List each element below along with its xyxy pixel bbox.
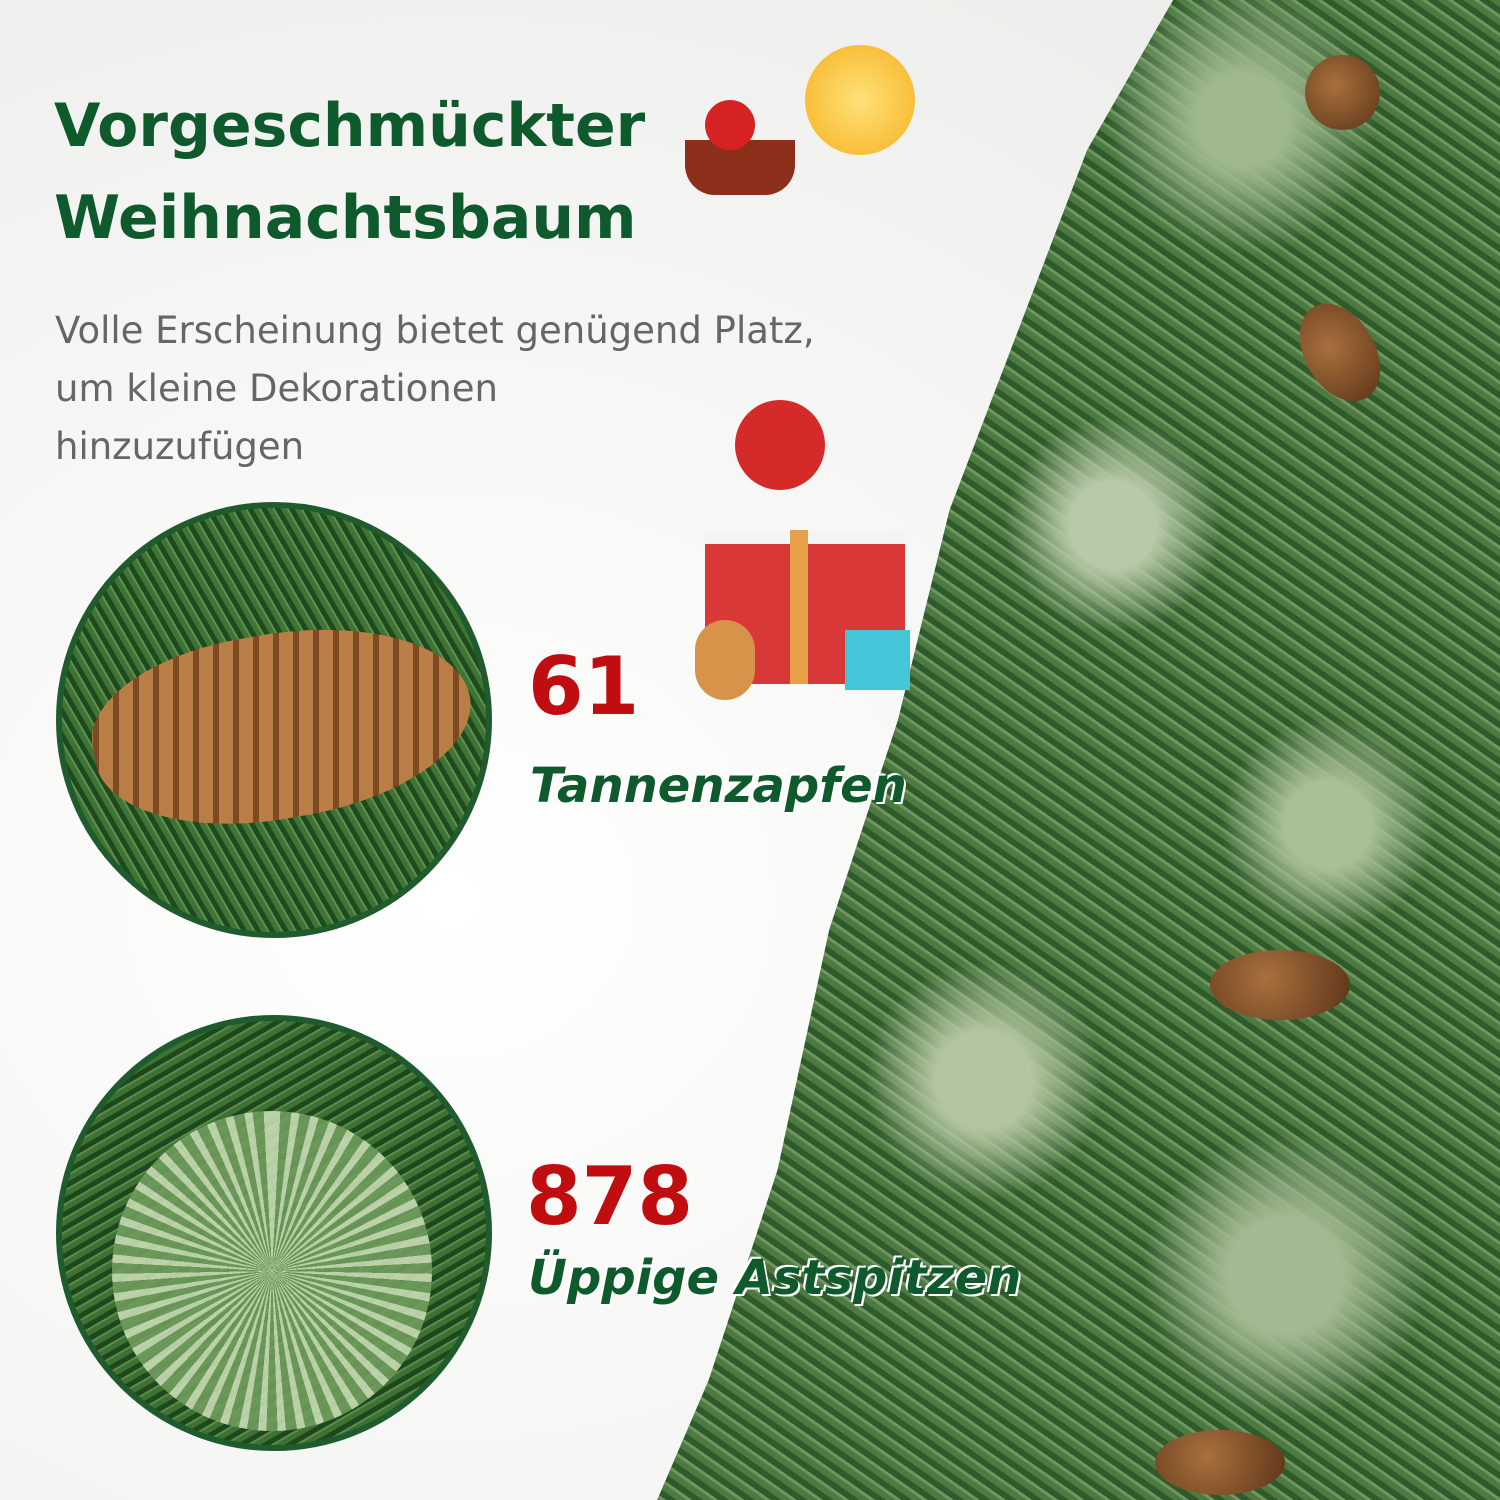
title-line: Vorgeschmückter bbox=[54, 91, 646, 161]
branch-tip-label: Üppige Astspitzen bbox=[528, 1250, 1022, 1306]
title-line: Weihnachtsbaum bbox=[54, 183, 637, 253]
santa-gift-illustration bbox=[665, 380, 945, 710]
pinecone-image bbox=[1210, 950, 1350, 1020]
subtitle-line: Volle Erscheinung bietet genügend Platz, bbox=[55, 309, 815, 352]
pinecone-closeup-image bbox=[56, 502, 492, 938]
page-title: Vorgeschmückter Weihnachtsbaum bbox=[54, 80, 645, 264]
pinecone-count: 61 bbox=[528, 640, 640, 733]
pinecone-image bbox=[1155, 1430, 1285, 1495]
subtitle-line: hinzuzufügen bbox=[55, 425, 305, 468]
pinecone-label: Tannenzapfen bbox=[530, 758, 907, 814]
branch-tip-count: 878 bbox=[526, 1150, 693, 1243]
santa-sleigh-illustration bbox=[655, 40, 925, 220]
subtitle-line: um kleine Dekorationen bbox=[55, 367, 498, 410]
subtitle: Volle Erscheinung bietet genügend Platz,… bbox=[55, 302, 935, 476]
pinecone-image bbox=[1305, 55, 1380, 130]
branch-tip-closeup-image bbox=[56, 1015, 492, 1451]
